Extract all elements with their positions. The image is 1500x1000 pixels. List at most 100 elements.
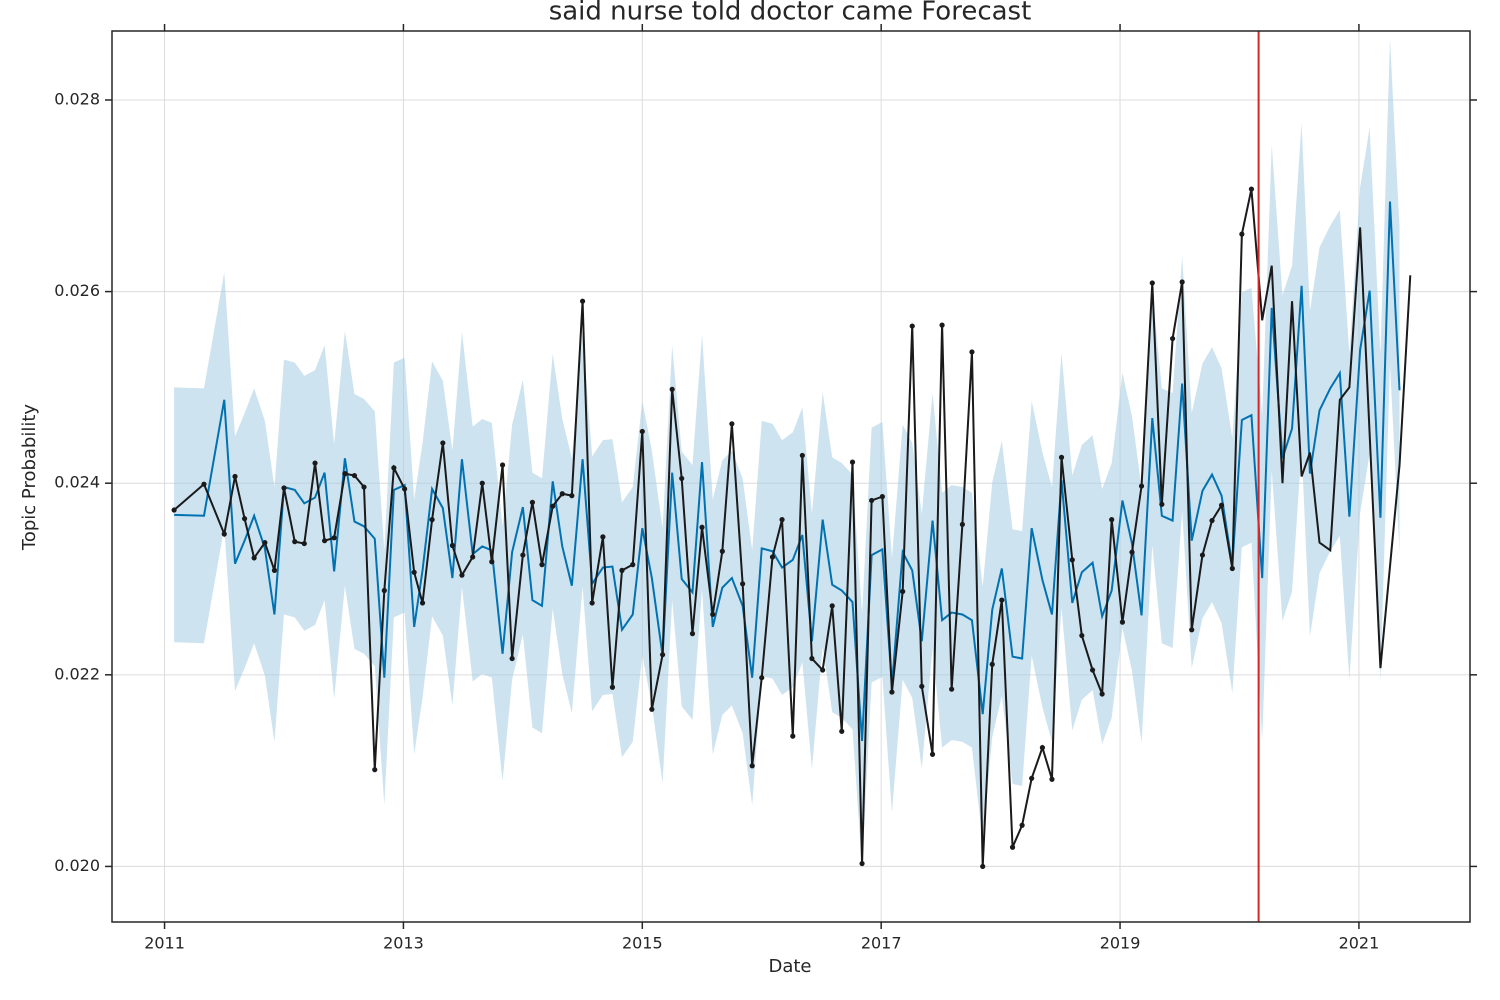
data-point	[689, 631, 696, 637]
data-point	[879, 494, 885, 500]
data-point	[619, 567, 625, 573]
data-point	[331, 535, 337, 541]
data-point	[849, 459, 856, 465]
data-point	[559, 491, 565, 497]
data-point	[351, 472, 358, 479]
data-point	[729, 421, 735, 427]
data-point	[459, 572, 465, 578]
data-point	[669, 386, 675, 392]
data-point	[639, 428, 645, 435]
data-point	[929, 751, 936, 757]
data-point	[411, 569, 417, 575]
data-point	[900, 588, 906, 595]
data-point	[909, 323, 915, 329]
data-point	[1089, 667, 1096, 673]
data-point	[969, 349, 975, 355]
data-point	[999, 597, 1005, 603]
data-point	[579, 298, 586, 304]
data-point	[1138, 483, 1145, 489]
data-point	[499, 462, 506, 468]
data-point	[790, 733, 796, 739]
x-tick-label: 2017	[861, 934, 902, 953]
data-point	[1239, 231, 1245, 237]
data-point	[839, 728, 845, 734]
confidence-band	[174, 38, 1400, 869]
data-point	[719, 548, 725, 554]
series-line	[174, 201, 1401, 741]
data-point	[799, 452, 805, 459]
data-point	[809, 655, 815, 662]
data-point	[740, 581, 746, 587]
data-point	[221, 531, 227, 537]
data-point	[889, 689, 895, 695]
data-point	[1189, 627, 1195, 633]
data-point	[589, 600, 595, 606]
y-tick-label: 0.020	[54, 856, 100, 875]
x-tick-label: 2015	[622, 934, 663, 953]
data-point	[271, 567, 278, 573]
data-point	[829, 603, 835, 609]
data-point	[1019, 822, 1025, 828]
data-point	[660, 652, 666, 658]
data-point	[630, 562, 636, 568]
data-point	[1009, 844, 1016, 850]
data-point	[600, 534, 606, 540]
chart-title: said nurse told doctor came Forecast	[549, 0, 1032, 27]
data-point	[520, 552, 526, 558]
data-point	[262, 540, 268, 546]
data-point	[749, 763, 755, 769]
data-point	[959, 521, 965, 528]
data-point	[539, 562, 545, 568]
data-point	[1179, 279, 1185, 285]
data-point	[759, 675, 765, 681]
data-point	[391, 465, 397, 471]
data-point	[779, 517, 785, 523]
data-point	[381, 587, 387, 594]
data-point	[1058, 454, 1065, 460]
data-point	[342, 471, 348, 477]
data-point	[1039, 745, 1046, 751]
data-point	[509, 655, 515, 662]
data-point	[429, 517, 435, 523]
data-point	[699, 524, 705, 530]
data-point	[281, 485, 287, 491]
x-tick-label: 2019	[1100, 934, 1141, 953]
y-tick-label: 0.022	[54, 664, 100, 683]
data-point	[241, 516, 248, 522]
data-point	[372, 767, 378, 773]
data-point	[361, 484, 367, 490]
y-tick-label: 0.028	[54, 89, 100, 108]
data-point	[569, 493, 575, 499]
x-tick-label: 2021	[1339, 934, 1380, 953]
data-point	[201, 481, 207, 487]
data-point	[989, 661, 995, 667]
data-point	[251, 555, 257, 561]
data-point	[1248, 186, 1255, 192]
data-point	[869, 497, 875, 504]
data-point	[470, 554, 476, 560]
plot-frame	[111, 30, 1471, 923]
data-point	[1099, 691, 1105, 697]
series-line	[173, 188, 1412, 867]
data-point	[1119, 619, 1126, 625]
data-point	[1129, 549, 1135, 555]
data-point	[292, 539, 298, 545]
data-point	[479, 480, 485, 486]
data-point	[321, 538, 328, 544]
data-point	[1159, 501, 1165, 507]
data-point	[1079, 632, 1085, 639]
data-point	[232, 473, 238, 480]
y-tick-label: 0.024	[54, 473, 100, 492]
data-point	[859, 860, 865, 867]
data-point	[1149, 280, 1155, 286]
data-point	[919, 683, 925, 689]
x-tick-label: 2013	[383, 934, 424, 953]
y-axis-label: Topic Probability	[19, 404, 40, 551]
data-point	[820, 667, 826, 673]
data-point	[1199, 552, 1206, 558]
data-point	[440, 440, 446, 446]
data-point	[1049, 776, 1055, 782]
data-point	[949, 686, 955, 692]
data-point	[301, 540, 307, 547]
